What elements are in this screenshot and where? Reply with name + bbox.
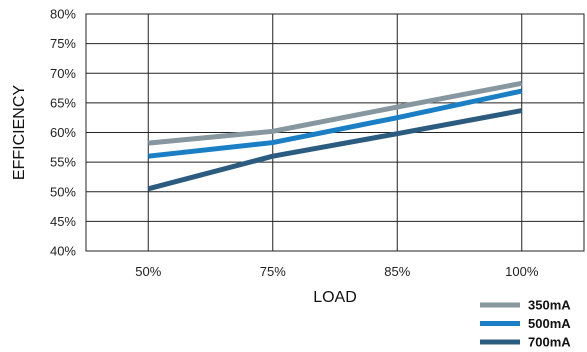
y-tick-label: 65% <box>50 95 76 110</box>
legend-label-700mA: 700mA <box>528 335 571 350</box>
legend: 350mA 500mA 700mA <box>480 298 571 350</box>
y-tick-label: 75% <box>50 36 76 51</box>
x-tick-label: 50% <box>135 264 161 279</box>
x-tick-label: 75% <box>260 264 286 279</box>
series-line-700mA <box>147 108 523 192</box>
legend-label-500mA: 500mA <box>528 316 571 331</box>
series-line-500mA <box>147 88 523 159</box>
series-line-350mA <box>148 80 523 146</box>
y-tick-label: 80% <box>50 7 76 22</box>
x-tick-label: 100% <box>505 264 539 279</box>
y-tick-label: 50% <box>50 184 76 199</box>
x-tick-labels: 50% 75% 85% 100% <box>135 264 539 279</box>
y-tick-labels: 40% 45% 50% 55% 60% 65% 70% 75% 80% <box>50 7 76 259</box>
y-axis-title: EFFICIENCY <box>11 85 28 180</box>
plot-frame <box>85 13 585 252</box>
y-tick-label: 40% <box>50 244 76 259</box>
y-tick-label: 70% <box>50 66 76 81</box>
y-tick-label: 45% <box>50 214 76 229</box>
x-tick-label: 85% <box>384 264 410 279</box>
series-lines <box>147 80 523 192</box>
y-tick-label: 55% <box>50 155 76 170</box>
legend-label-350mA: 350mA <box>528 298 571 313</box>
y-tick-label: 60% <box>50 125 76 140</box>
x-axis-title: LOAD <box>313 289 357 306</box>
